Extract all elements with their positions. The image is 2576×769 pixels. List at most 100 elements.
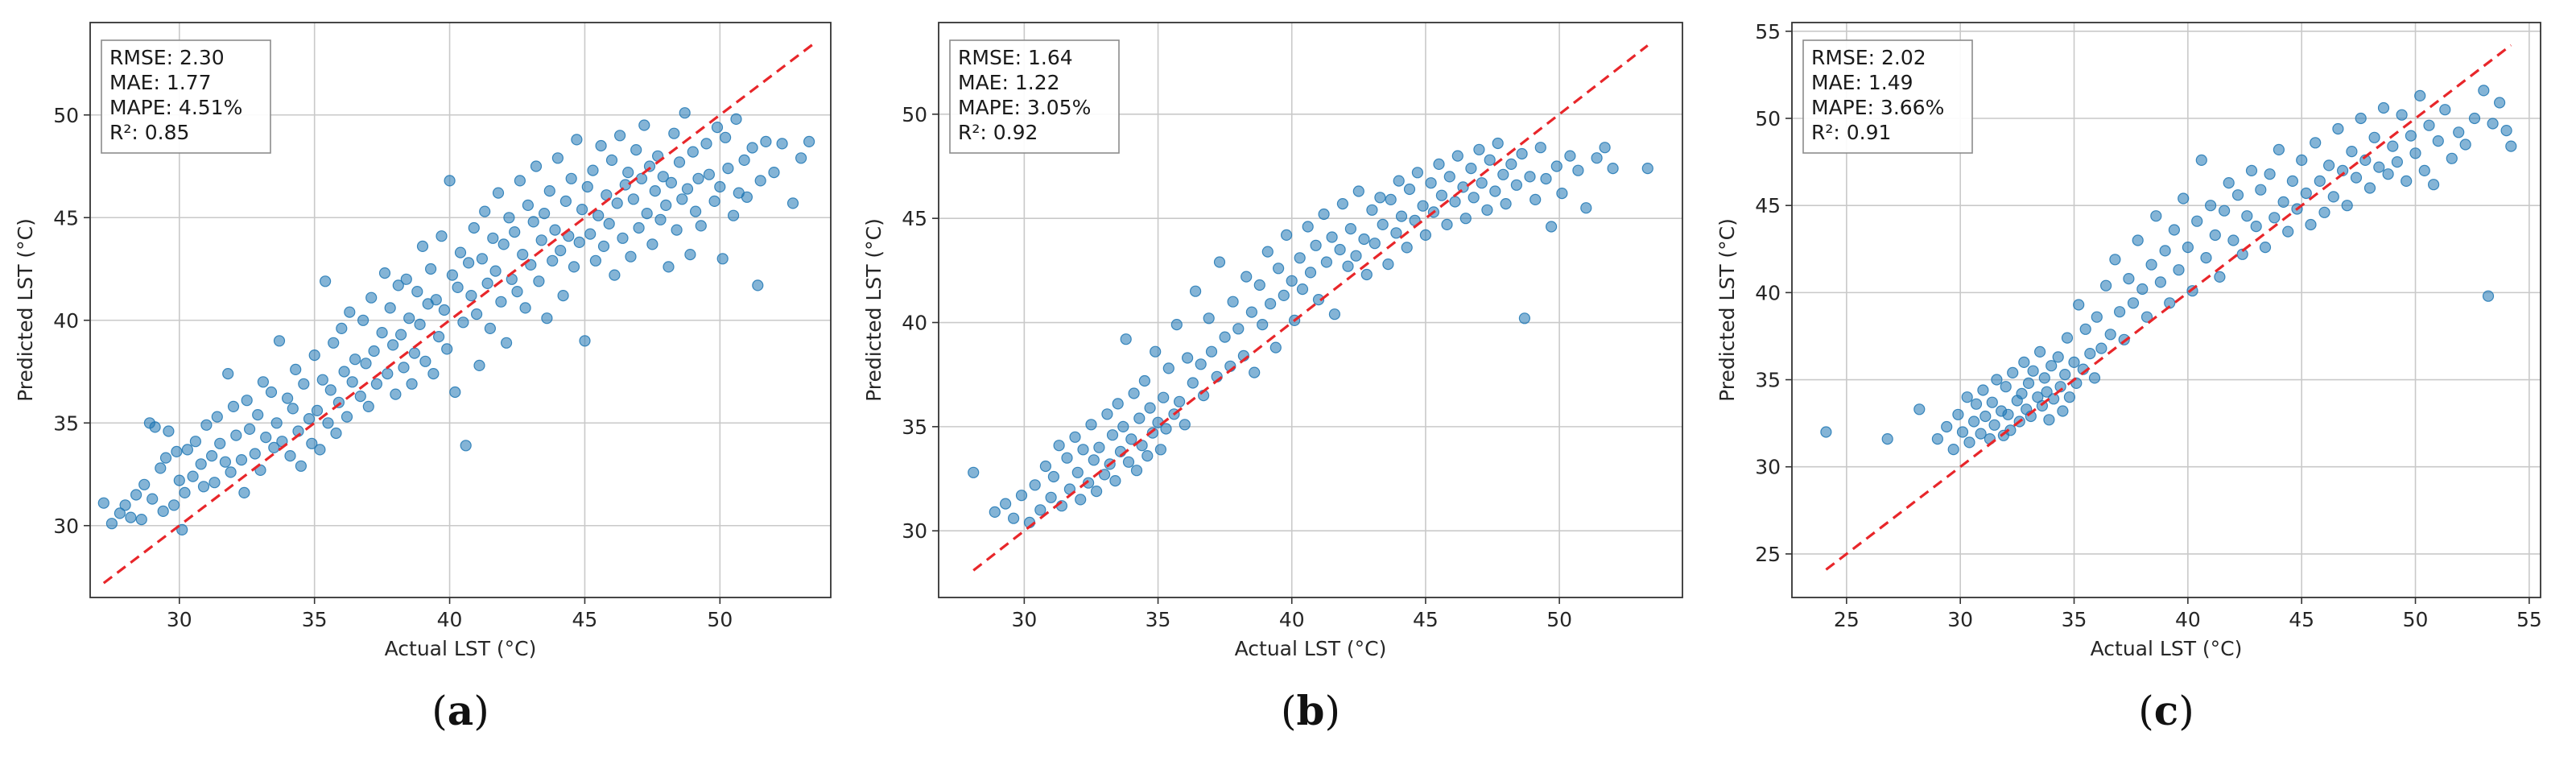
data-point — [1599, 142, 1611, 154]
data-point — [1403, 183, 1416, 196]
data-point — [1988, 419, 2000, 431]
data-point — [727, 209, 740, 221]
data-point — [1449, 196, 1461, 208]
data-point — [290, 363, 302, 375]
data-point — [689, 205, 702, 217]
data-point — [238, 486, 250, 499]
panel-label-close-paren: ) — [473, 688, 489, 734]
data-point — [2282, 225, 2294, 238]
data-point — [1071, 466, 1084, 478]
data-point — [2332, 122, 2344, 135]
data-point — [2241, 210, 2253, 222]
stat-mae: MAE: 1.77 — [109, 71, 212, 94]
data-point — [509, 226, 521, 238]
data-point — [603, 217, 615, 229]
data-point — [195, 458, 207, 470]
data-point — [2273, 143, 2285, 155]
data-point — [1053, 440, 1065, 452]
data-point — [230, 429, 242, 441]
data-point — [2300, 187, 2312, 200]
data-point — [495, 296, 507, 308]
data-point — [1278, 289, 1290, 301]
data-point — [1098, 469, 1111, 481]
data-point — [579, 335, 591, 347]
data-point — [408, 347, 421, 359]
data-point — [2048, 393, 2060, 405]
data-point — [1641, 163, 1653, 175]
x-tick-label: 35 — [2062, 608, 2087, 631]
data-point — [168, 499, 180, 511]
data-point — [2150, 210, 2162, 222]
data-point — [786, 197, 799, 209]
data-point — [633, 221, 645, 234]
data-point — [1280, 229, 1293, 241]
data-point — [1269, 341, 1282, 353]
data-point — [1500, 198, 1512, 210]
data-point — [657, 171, 669, 183]
data-point — [2453, 126, 2465, 139]
data-point — [378, 267, 391, 279]
data-point — [173, 474, 185, 486]
data-point — [362, 400, 374, 412]
data-point — [2104, 329, 2116, 341]
data-point — [573, 236, 585, 248]
data-point — [2195, 154, 2207, 166]
data-point — [1956, 426, 1969, 438]
y-tick-label: 50 — [1755, 107, 1781, 130]
data-point — [517, 249, 529, 261]
data-point — [730, 113, 742, 125]
data-point — [400, 273, 412, 285]
data-point — [700, 138, 712, 150]
axes-frame — [89, 22, 832, 598]
data-point — [130, 489, 142, 501]
data-point — [1130, 465, 1143, 477]
data-point — [760, 135, 772, 147]
data-point — [2168, 224, 2180, 236]
data-point — [484, 322, 497, 334]
data-point — [492, 187, 505, 199]
data-point — [2145, 258, 2157, 271]
data-point — [2061, 332, 2074, 344]
data-point — [257, 376, 269, 388]
data-point — [2337, 164, 2349, 176]
data-point — [2264, 168, 2276, 180]
y-tick-label: 40 — [53, 309, 79, 333]
data-point — [584, 228, 597, 240]
data-point — [481, 277, 493, 289]
data-point — [235, 453, 248, 466]
data-point — [330, 427, 342, 440]
data-point — [1451, 150, 1463, 162]
data-point — [2095, 342, 2107, 354]
data-point — [605, 154, 618, 166]
data-point — [1534, 142, 1546, 154]
stats-box — [101, 39, 271, 154]
data-point — [419, 355, 431, 367]
data-point — [1374, 192, 1386, 204]
data-point — [444, 175, 456, 187]
data-point — [2236, 248, 2248, 260]
data-point — [473, 359, 485, 371]
data-point — [1205, 345, 1218, 358]
data-point — [1122, 456, 1135, 468]
data-point — [2084, 348, 2096, 360]
data-point — [387, 339, 399, 351]
data-point — [227, 400, 240, 412]
data-point — [1334, 243, 1346, 256]
data-point — [354, 391, 366, 403]
data-point — [252, 408, 264, 421]
y-axis-label: Predicted LST (°C) — [14, 218, 37, 402]
data-point — [446, 269, 459, 281]
x-tick-label: 30 — [167, 608, 192, 631]
data-point — [1310, 239, 1322, 251]
data-point — [711, 122, 724, 134]
data-point — [197, 481, 210, 493]
data-point — [2423, 119, 2435, 131]
data-point — [2132, 234, 2144, 246]
data-point — [2446, 152, 2458, 164]
data-point — [1377, 218, 1389, 230]
data-point — [2041, 386, 2053, 398]
data-point — [649, 185, 661, 197]
data-point — [219, 456, 231, 468]
data-point — [1154, 444, 1167, 456]
data-point — [625, 250, 637, 263]
